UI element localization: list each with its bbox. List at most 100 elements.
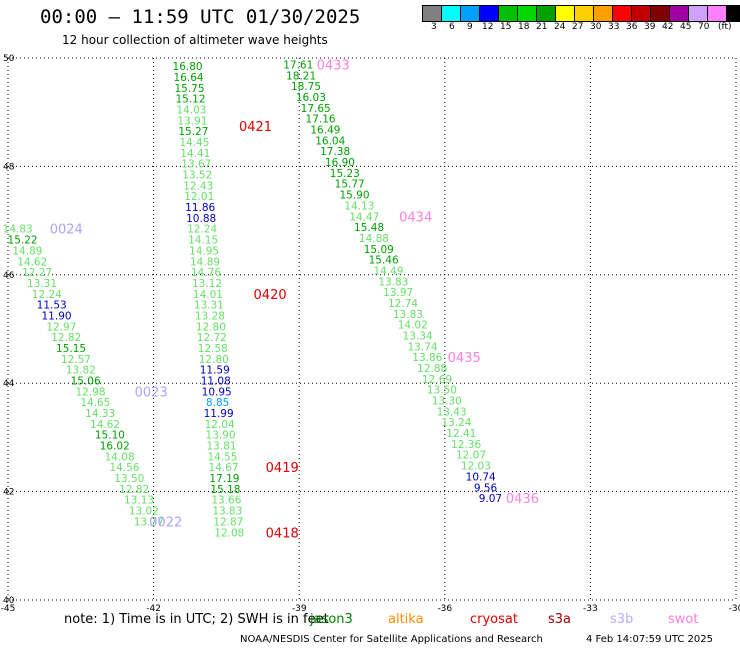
wave-height-value: 14.45 (179, 137, 209, 149)
wave-height-value: 14.47 (349, 211, 379, 223)
wave-height-value: 14.15 (188, 235, 218, 247)
wave-height-value: 12.80 (196, 321, 226, 333)
legend-label: 27 (572, 22, 584, 32)
satellite-name-cryosat: cryosat (470, 612, 518, 627)
wave-height-value: 17.38 (320, 146, 350, 158)
legend-label: 36 (626, 22, 638, 32)
wave-height-value: 13.13 (124, 495, 154, 507)
wave-height-value: 11.99 (204, 408, 234, 420)
wave-height-value: 18.21 (286, 70, 316, 82)
wave-height-value: 14.08 (105, 451, 135, 463)
wave-height-value: 12.24 (187, 224, 217, 236)
satellite-name-altika: altika (388, 612, 424, 627)
wave-height-value: 14.03 (176, 104, 206, 116)
longitude-tick-label: -36 (437, 604, 452, 614)
wave-height-value: 15.27 (178, 126, 208, 138)
legend-label: 30 (590, 22, 602, 32)
wave-height-value: 12.82 (51, 332, 81, 344)
color-scale-legend (422, 5, 740, 22)
wave-height-value: 14.62 (17, 256, 47, 268)
wave-height-value: 15.10 (95, 430, 125, 442)
wave-height-value: 16.49 (310, 125, 340, 137)
wave-height-value: 14.55 (207, 451, 237, 463)
wave-height-value: 15.75 (174, 83, 204, 95)
pass-number-label: 0434 (399, 210, 432, 225)
wave-height-value: 12.74 (388, 298, 418, 310)
wave-height-value: 13.91 (177, 115, 207, 127)
generation-timestamp: 4 Feb 14:07:59 UTC 2025 (586, 634, 713, 645)
satellite-name-swot: swot (668, 612, 699, 627)
wave-height-value: 14.67 (208, 462, 238, 474)
footer-note: note: 1) Time is in UTC; 2) SWH is in fe… (64, 612, 329, 627)
wave-height-value: 13.34 (403, 331, 433, 343)
pass-number-label: 0418 (266, 526, 299, 541)
wave-height-value: 12.41 (446, 428, 476, 440)
wave-height-value: 12.27 (22, 267, 52, 279)
wave-height-value: 14.49 (373, 265, 403, 277)
wave-height-value: 13.50 (114, 473, 144, 485)
wave-height-value: 15.77 (335, 179, 365, 191)
wave-height-value: 9.56 (474, 482, 498, 494)
wave-height-value: 14.41 (180, 148, 210, 160)
wave-height-value: 17.16 (306, 114, 336, 126)
wave-height-value: 14.88 (359, 233, 389, 245)
legend-label: 45 (680, 22, 692, 32)
satellite-name-jason3: jason3 (310, 612, 353, 627)
wave-height-value: 12.03 (461, 461, 491, 473)
wave-height-value: 14.02 (398, 320, 428, 332)
wave-height-value: 13.43 (437, 406, 467, 418)
wave-height-value: 12.08 (214, 527, 244, 539)
wave-height-value: 13.86 (412, 352, 442, 364)
wave-height-value: 14.62 (90, 419, 120, 431)
wave-height-value: 11.59 (200, 365, 230, 377)
wave-height-value: 15.12 (175, 94, 205, 106)
wave-height-value: 10.74 (466, 471, 496, 483)
wave-height-value: 16.03 (296, 92, 326, 104)
wave-height-value: 14.56 (109, 462, 139, 474)
wave-height-value: 12.80 (199, 354, 229, 366)
pass-number-label: 0433 (317, 59, 350, 74)
legend-label: 24 (554, 22, 566, 32)
pass-number-label: 0022 (149, 515, 182, 530)
longitude-tick-label: -33 (583, 604, 598, 614)
wave-height-value: 12.97 (46, 321, 76, 333)
pass-number-label: 0421 (239, 120, 272, 135)
wave-height-value: 13.31 (194, 300, 224, 312)
legend-label: 6 (449, 22, 455, 32)
wave-height-value: 17.61 (283, 60, 313, 72)
wave-height-value: 13.77 (134, 516, 164, 528)
latitude-tick-label: 46 (3, 271, 15, 281)
wave-height-value: 11.08 (201, 375, 231, 387)
wave-height-value: 16.80 (173, 61, 203, 73)
wave-height-value: 13.83 (393, 309, 423, 321)
wave-height-value: 12.88 (417, 363, 447, 375)
wave-height-value: 15.09 (364, 244, 394, 256)
wave-height-value: 15.48 (354, 222, 384, 234)
wave-height-value: 13.50 (427, 385, 457, 397)
wave-height-value: 18.75 (291, 81, 321, 93)
wave-height-value: 13.97 (383, 287, 413, 299)
legend-label: 15 (500, 22, 512, 32)
wave-height-value: 13.02 (129, 506, 159, 518)
wave-height-value: 12.36 (451, 439, 481, 451)
wave-height-value: 14.95 (189, 245, 219, 257)
wave-height-value: 14.89 (190, 256, 220, 268)
wave-height-value: 13.83 (212, 506, 242, 518)
pass-number-label: 0023 (135, 385, 168, 400)
wave-height-value: 9.07 (479, 493, 502, 505)
wave-height-value: 13.30 (432, 396, 462, 408)
pass-number-label: 0024 (50, 223, 83, 238)
legend-label: 3 (431, 22, 437, 32)
pass-number-label: 0420 (254, 288, 287, 303)
credit-line: NOAA/NESDIS Center for Satellite Applica… (240, 634, 543, 645)
legend-label: 9 (467, 22, 473, 32)
wave-height-value: 12.01 (184, 191, 214, 203)
wave-height-value: 14.76 (191, 267, 221, 279)
legend-label: 70 (698, 22, 710, 32)
wave-height-value: 14.89 (12, 245, 42, 257)
wave-height-value: 12.57 (61, 354, 91, 366)
legend-label: 33 (608, 22, 620, 32)
wave-height-value: 13.28 (195, 310, 225, 322)
wave-height-value: 15.46 (369, 255, 399, 267)
satellite-name-s3b: s3b (610, 612, 634, 627)
